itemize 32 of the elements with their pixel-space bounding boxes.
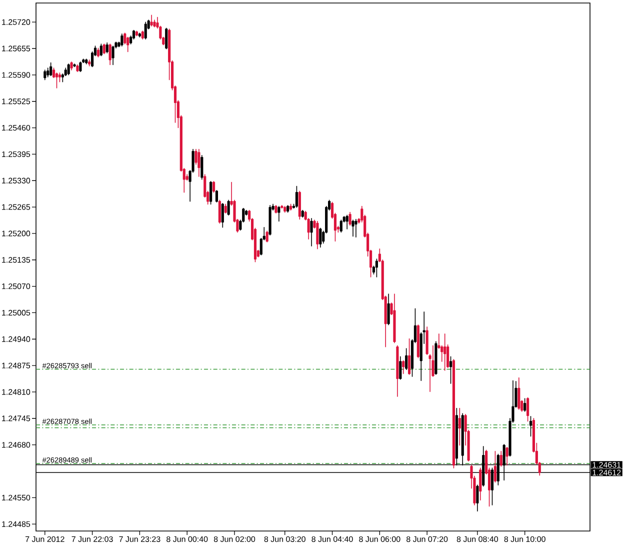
y-tick-label: 1.24810 [2,389,30,395]
x-tick-label: 8 Jun 07:20 [406,536,448,542]
x-tick-label: 8 Jun 08:40 [456,536,498,542]
y-tick-label: 1.25720 [2,19,30,25]
y-tick-label: 1.25330 [2,178,30,184]
ref-line-label: 1.24631 [592,462,621,468]
y-tick-label: 1.25655 [2,46,30,52]
x-tick-label: 7 Jun 22:03 [72,536,113,542]
y-tick-label: 1.24680 [2,442,30,448]
x-tick-label: 8 Jun 10:00 [504,536,546,542]
x-tick-label: 7 Jun 23:23 [119,536,160,542]
y-tick-label: 1.25070 [2,283,30,290]
x-tick-label: 8 Jun 02:00 [214,536,256,542]
y-tick-label: 1.24875 [2,362,30,368]
y-tick-label: 1.25265 [2,204,30,210]
y-tick-label: 1.25590 [2,72,30,78]
y-tick-label: 1.24485 [2,521,30,527]
y-tick-label: 1.25200 [2,230,30,236]
y-tick-label: 1.25135 [2,257,30,263]
x-tick-label: 8 Jun 03:20 [264,536,306,542]
y-tick-label: 1.25005 [2,310,30,316]
y-tick-label: 1.24550 [2,494,30,500]
x-tick-label: 8 Jun 06:00 [359,536,400,542]
x-tick-label: 7 Jun 2012 [26,536,64,542]
y-tick-label: 1.24745 [2,416,30,422]
y-tick-label: 1.25395 [2,151,30,158]
y-tick-label: 1.24940 [2,336,30,342]
ref-line-label: 1.24612 [592,470,621,476]
x-tick-label: 8 Jun 00:40 [166,536,208,542]
y-tick-label: 1.25525 [2,98,30,104]
y-tick-label: 1.25460 [2,124,30,131]
x-tick-label: 8 Jun 04:40 [312,536,353,542]
